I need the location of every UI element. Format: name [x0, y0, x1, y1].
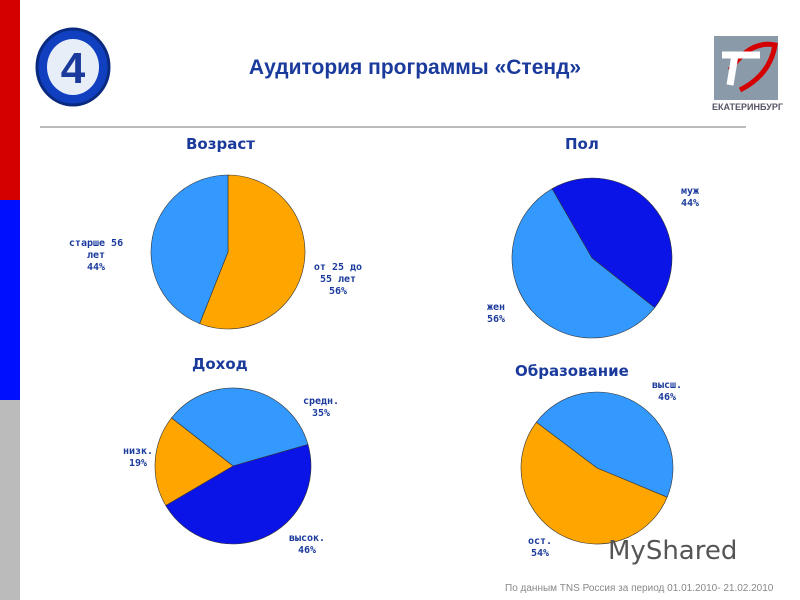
label-age-over56: старше 56 лет 44%	[68, 238, 124, 273]
pie-slice-education-0	[535, 391, 674, 498]
divider	[40, 126, 746, 128]
pie-slice-income-0	[171, 387, 309, 467]
pie-slice-income-2	[154, 417, 234, 506]
pie-slice-age-0	[199, 174, 306, 330]
label-gender-male: муж 44%	[680, 186, 700, 209]
chart-title-education: Образование	[515, 362, 629, 380]
channel-4-logo: 4	[35, 27, 111, 107]
chart-title-gender: Пол	[565, 135, 599, 153]
label-income-low: низк. 19%	[122, 446, 154, 469]
label-edu-other: ост. 54%	[527, 536, 553, 559]
chart-title-age: Возраст	[186, 135, 255, 153]
pie-slice-education-1	[520, 421, 668, 545]
label-age-25-55: от 25 до 55 лет 56%	[313, 262, 363, 297]
pie-slice-gender-1	[511, 188, 656, 339]
svg-text:4: 4	[61, 44, 86, 93]
source-note: По данным TNS Россия за период 01.01.201…	[505, 583, 774, 594]
watermark: MyShared	[608, 536, 738, 566]
side-bar-red	[0, 0, 20, 200]
side-bar-blue	[0, 200, 20, 400]
side-bar-gray	[0, 400, 20, 600]
logo-city-text: ЕКАТЕРИНБУРГ	[712, 102, 783, 112]
chart-title-income: Доход	[192, 355, 248, 373]
pie-slice-income-1	[165, 444, 312, 545]
label-income-mid: средн. 35%	[302, 396, 340, 419]
pie-slice-gender-0	[551, 177, 673, 309]
page-title: Аудитория программы «Стенд»	[248, 56, 582, 79]
pie-slice-age-1	[150, 174, 229, 324]
ekaterinburg-logo	[714, 36, 778, 100]
label-income-high: высок. 46%	[288, 533, 326, 556]
label-gender-female: жен 56%	[486, 302, 506, 325]
label-edu-higher: высш. 46%	[651, 380, 683, 403]
